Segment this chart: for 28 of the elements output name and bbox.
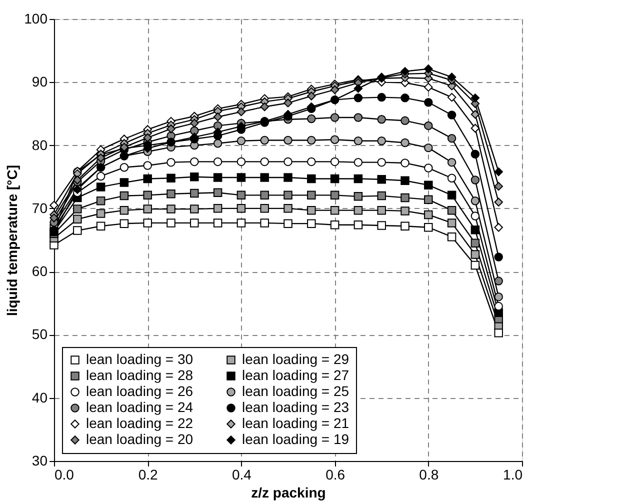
legend-label: lean loading = 27 [242, 367, 350, 383]
y-tick-label: 50 [32, 326, 48, 342]
y-tick-label: 60 [32, 263, 48, 280]
legend-label: lean loading = 19 [242, 431, 350, 447]
legend-label: lean loading = 29 [242, 351, 350, 367]
legend-label: lean loading = 28 [86, 367, 194, 383]
x-tick-label: 0.8 [419, 466, 439, 482]
y-tick-label: 30 [32, 452, 48, 468]
y-axis-title: liquid temperature [°C] [4, 164, 20, 316]
legend-label: lean loading = 22 [86, 415, 194, 431]
y-tick-label: 100 [24, 10, 48, 26]
legend-label: lean loading = 21 [242, 415, 350, 431]
legend-label: lean loading = 25 [242, 383, 350, 399]
y-tick-label: 90 [32, 74, 48, 90]
legend-label: lean loading = 20 [86, 431, 194, 447]
x-tick-label: 0.6 [326, 466, 346, 482]
legend-label: lean loading = 30 [86, 351, 194, 367]
x-tick-label: 1.0 [503, 466, 523, 482]
legend-label: lean loading = 23 [242, 399, 350, 415]
x-axis-title: z/z packing [251, 484, 326, 500]
y-tick-label: 80 [32, 136, 48, 153]
x-tick-label: 0.2 [138, 466, 158, 482]
y-tick-label: 40 [32, 389, 48, 406]
legend-label: lean loading = 24 [86, 399, 194, 415]
x-tick-label: 0.4 [232, 466, 252, 482]
y-tick-label: 70 [32, 200, 48, 216]
legend-label: lean loading = 26 [86, 383, 194, 399]
x-tick-label: 0.0 [54, 466, 74, 482]
